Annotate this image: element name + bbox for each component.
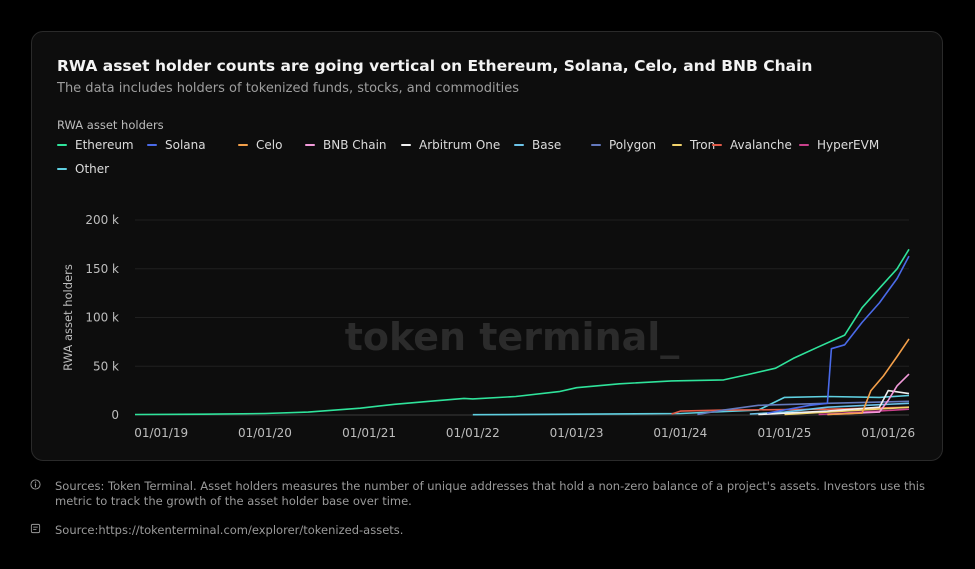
legend-label: Tron [690, 138, 716, 152]
legend-swatch [799, 144, 809, 146]
legend-item-celo[interactable]: Celo [238, 138, 282, 152]
legend-item-solana[interactable]: Solana [147, 138, 206, 152]
legend-swatch [514, 144, 524, 146]
document-icon [30, 523, 41, 534]
x-tick-label: 01/01/20 [238, 426, 292, 440]
x-tick-label: 01/01/24 [653, 426, 707, 440]
legend-label: Celo [256, 138, 283, 152]
legend-item-ethereum[interactable]: Ethereum [57, 138, 134, 152]
x-tick-label: 01/01/21 [342, 426, 396, 440]
x-tick-label: 01/01/19 [134, 426, 188, 440]
legend-swatch [238, 144, 248, 146]
chart-title: RWA asset holder counts are going vertic… [57, 57, 813, 75]
legend-label: Arbitrum One [419, 138, 501, 152]
legend-item-tron[interactable]: Tron [672, 138, 715, 152]
legend-label: Polygon [609, 138, 657, 152]
sources-text: Sources: Token Terminal. Asset holders m… [55, 479, 925, 508]
series-line-celo [827, 338, 910, 416]
legend-label: Other [75, 162, 110, 176]
chart-subtitle: The data includes holders of tokenized f… [57, 81, 520, 96]
legend-swatch [401, 144, 411, 146]
series-line-polygon [697, 400, 910, 416]
legend-label: BNB Chain [323, 138, 387, 152]
legend-swatch [305, 144, 315, 146]
legend-item-bnb-chain[interactable]: BNB Chain [305, 138, 387, 152]
source-link[interactable]: Source:https://tokenterminal.com/explore… [55, 523, 404, 537]
y-tick-label: 50 k [93, 359, 119, 373]
legend-swatch [147, 144, 157, 146]
legend-label: Avalanche [730, 138, 792, 152]
series-line-solana [766, 255, 910, 414]
y-axis-label: RWA asset holders [61, 264, 75, 371]
chart-card: RWA asset holder counts are going vertic… [31, 31, 943, 461]
x-tick-label: 01/01/25 [758, 426, 812, 440]
legend-swatch [591, 144, 601, 146]
series-line-arbitrum-one [758, 389, 910, 416]
series-line-other [472, 394, 910, 416]
legend-swatch [57, 168, 67, 170]
legend-item-base[interactable]: Base [514, 138, 561, 152]
legend-item-other[interactable]: Other [57, 162, 109, 176]
y-tick-label: 100 k [85, 311, 119, 325]
legend-swatch [712, 144, 722, 146]
legend-swatch [57, 144, 67, 146]
y-tick-label: 150 k [85, 262, 119, 276]
legend-item-avalanche[interactable]: Avalanche [712, 138, 792, 152]
x-tick-label: 01/01/26 [861, 426, 915, 440]
y-tick-label: 0 [111, 408, 119, 422]
y-tick-label: 200 k [85, 213, 119, 227]
x-tick-label: 01/01/23 [550, 426, 604, 440]
series-line-ethereum [134, 248, 910, 416]
line-chart: 0 50 k 100 k 150 k 200 k 01/01/19 01/01/20 01/0… [61, 213, 915, 440]
watermark-text: token terminal_ [345, 315, 680, 359]
x-tick-label: 01/01/22 [446, 426, 500, 440]
legend-title: RWA asset holders [57, 118, 164, 132]
legend-label: HyperEVM [817, 138, 880, 152]
info-icon [30, 479, 41, 490]
legend-label: Base [532, 138, 562, 152]
legend-item-polygon[interactable]: Polygon [591, 138, 656, 152]
legend-swatch [672, 144, 682, 146]
legend-item-hyperevm[interactable]: HyperEVM [799, 138, 879, 152]
legend-label: Ethereum [75, 138, 134, 152]
legend-label: Solana [165, 138, 206, 152]
legend-item-arbitrum-one[interactable]: Arbitrum One [401, 138, 500, 152]
